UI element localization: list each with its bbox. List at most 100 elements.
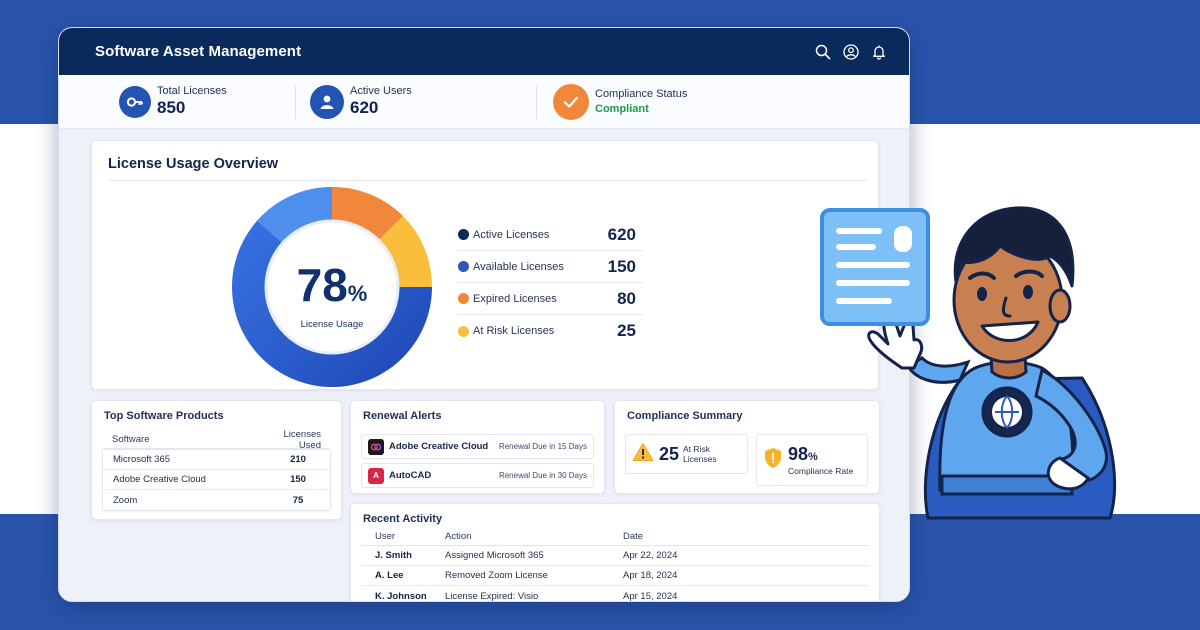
licenses-used: 75 — [292, 494, 304, 506]
card-title: Compliance Summary — [627, 410, 743, 422]
legend-value: 80 — [617, 288, 636, 308]
legend-value: 620 — [607, 224, 636, 244]
activity-user: A. Lee — [375, 570, 404, 581]
shield-icon — [763, 447, 783, 474]
licenses-used: 150 — [290, 474, 306, 485]
percent-unit: % — [347, 281, 368, 306]
card-title: Renewal Alerts — [363, 410, 442, 422]
table-row[interactable]: J. Smith Assigned Microsoft 365 Apr 22, … — [361, 546, 869, 566]
legend-label: At Risk Licenses — [473, 325, 555, 337]
warning-icon — [632, 442, 654, 467]
table-row[interactable]: K. Johnson License Expired: Visio Apr 15… — [361, 586, 869, 602]
license-usage-donut — [232, 186, 433, 387]
table-row[interactable]: Microsoft 365 210 — [103, 450, 330, 470]
legend-item: At Risk Licenses 25 — [458, 315, 644, 347]
user-icon[interactable] — [843, 43, 859, 60]
at-risk-count: 25 — [659, 443, 680, 464]
stats-bar: Total Licenses 850 Active Users 620 Comp… — [59, 75, 909, 129]
recent-activity-table: User Action Date J. Smith Assigned Micro… — [361, 528, 869, 602]
table-row[interactable]: Zoom 75 — [103, 490, 330, 510]
at-risk-summary: 25 At Risk Licenses — [625, 434, 748, 474]
alert-software-name: Adobe Creative Cloud — [389, 441, 489, 452]
legend-dot — [458, 261, 469, 272]
card-title: Recent Activity — [363, 513, 443, 525]
license-usage-overview-card: License Usage Overview 78% License Usage — [91, 140, 879, 390]
top-software-card: Top Software Products Software Licenses … — [91, 400, 342, 520]
document-icon — [820, 208, 930, 326]
stat-label: Active Users — [350, 85, 412, 97]
stat-total-licenses: Total Licenses 850 — [119, 84, 295, 120]
divider — [536, 84, 537, 119]
overview-title: License Usage Overview — [108, 156, 279, 172]
legend-item: Active Licenses 620 — [458, 219, 644, 251]
column-header: User — [375, 531, 396, 542]
recent-activity-card: Recent Activity User Action Date J. Smit… — [350, 503, 880, 602]
user-icon — [310, 84, 344, 119]
activity-user: K. Johnson — [375, 590, 427, 602]
stat-active-users: Active Users 620 — [310, 84, 536, 120]
activity-action: Removed Zoom License — [445, 570, 548, 581]
card-title: Top Software Products — [104, 410, 224, 422]
legend-dot — [458, 325, 469, 337]
stat-label: Total Licenses — [157, 85, 227, 97]
licenses-used: 210 — [290, 454, 306, 465]
donut-center: 78% License Usage — [264, 262, 400, 330]
key-icon — [119, 85, 151, 118]
alert-due-text: Renewal Due in 15 Days — [498, 442, 587, 451]
stat-value: 850 — [157, 98, 186, 117]
column-header: Software — [112, 434, 150, 445]
stat-label: Compliance Status — [595, 88, 688, 100]
table-row[interactable]: A. Lee Removed Zoom License Apr 18, 2024 — [361, 566, 869, 586]
app-title: Software Asset Management — [95, 43, 302, 60]
table-header: Software Licenses Used — [102, 428, 331, 451]
activity-date: Apr 18, 2024 — [623, 570, 678, 581]
activity-action: Assigned Microsoft 365 — [445, 550, 544, 561]
activity-date: Apr 22, 2024 — [623, 550, 678, 561]
at-risk-label: At Risk Licenses — [683, 444, 717, 464]
divider — [108, 180, 868, 181]
column-header: Action — [445, 531, 472, 542]
alert-software-name: AutoCAD — [389, 470, 432, 481]
percent-unit: % — [808, 451, 818, 463]
legend-item: Expired Licenses 80 — [458, 283, 644, 315]
usage-legend: Active Licenses 620 Available Licenses 1… — [458, 219, 644, 347]
usage-percentage: 78% — [296, 259, 368, 311]
column-header: Date — [623, 531, 644, 542]
renewal-alerts-card: Renewal Alerts Adobe Creative Cloud Rene… — [350, 400, 605, 494]
compliance-rate-value: 98% — [788, 444, 818, 464]
top-software-table: Software Licenses Used Microsoft 365 210… — [102, 428, 331, 511]
column-header: Licenses Used — [283, 428, 322, 451]
search-icon[interactable] — [815, 44, 831, 60]
activity-date: Apr 15, 2024 — [623, 590, 678, 602]
legend-label: Expired Licenses — [473, 292, 557, 305]
divider — [295, 84, 296, 119]
software-name: Zoom — [113, 494, 138, 506]
software-name: Adobe Creative Cloud — [113, 474, 206, 485]
autocad-icon: A — [368, 467, 384, 484]
donut-segment-expired — [332, 186, 403, 240]
software-name: Microsoft 365 — [113, 454, 171, 465]
legend-item: Available Licenses 150 — [458, 251, 644, 283]
compliance-rate-label: Compliance Rate — [788, 466, 854, 476]
adobe-cc-icon — [368, 438, 384, 455]
compliance-summary-card: Compliance Summary 25 At Risk Licenses 9… — [614, 400, 880, 494]
check-icon — [553, 83, 589, 120]
dashboard-window: Software Asset Management Total Licenses… — [58, 27, 910, 602]
table-header: User Action Date — [361, 528, 869, 546]
renewal-alert-item[interactable]: Adobe Creative Cloud Renewal Due in 15 D… — [361, 434, 594, 459]
usage-caption: License Usage — [300, 319, 364, 330]
stat-value: 620 — [350, 98, 379, 117]
legend-dot — [458, 229, 469, 240]
legend-label: Active Licenses — [473, 228, 550, 241]
alert-due-text: Renewal Due in 30 Days — [498, 471, 587, 480]
superhero-mascot-illustration — [820, 206, 1117, 520]
legend-label: Available Licenses — [473, 260, 564, 273]
title-bar: Software Asset Management — [59, 28, 909, 75]
donut-segment-available — [257, 187, 332, 243]
compliance-rate-summary: 98% Compliance Rate — [756, 434, 868, 486]
renewal-alert-item[interactable]: A AutoCAD Renewal Due in 30 Days — [361, 463, 594, 488]
table-row[interactable]: Adobe Creative Cloud 150 — [103, 470, 330, 490]
activity-user: J. Smith — [375, 550, 412, 561]
bell-icon[interactable] — [871, 44, 887, 60]
donut-segment-at-risk — [379, 216, 433, 287]
